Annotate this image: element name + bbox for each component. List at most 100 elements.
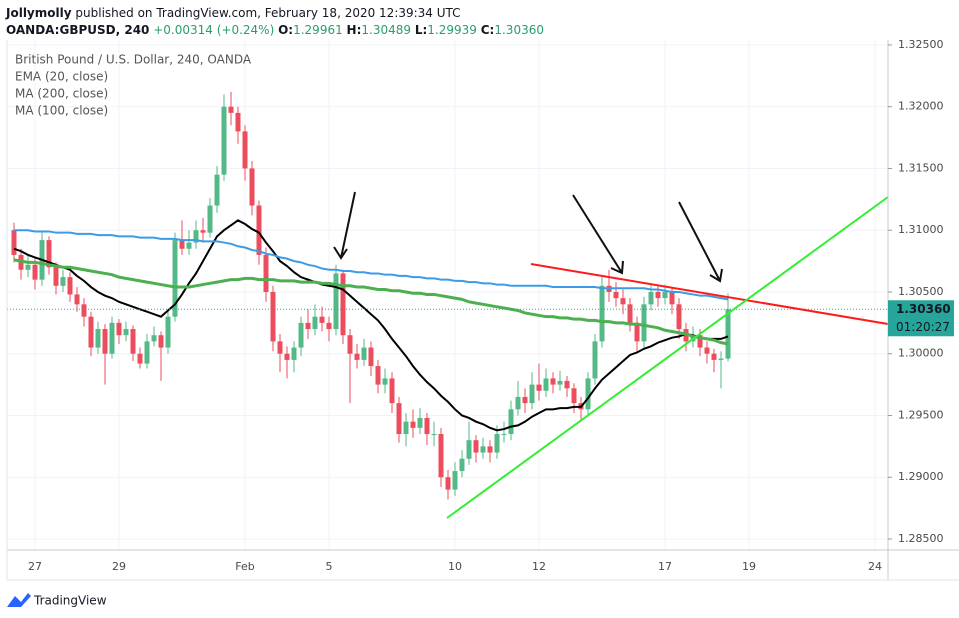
candle-body: [522, 396, 528, 404]
candle-body: [193, 230, 199, 243]
candle-body: [130, 329, 136, 354]
candle-body: [410, 421, 416, 428]
candle-body: [431, 434, 437, 436]
candle-body: [466, 440, 472, 459]
logo-icon: [7, 593, 31, 607]
arrow: [678, 201, 723, 283]
candle-body: [116, 322, 122, 336]
candle-body: [305, 322, 311, 330]
candle-body: [88, 316, 94, 348]
y-tick-label: 1.31500: [898, 161, 944, 174]
candle-body: [46, 240, 52, 268]
candle-body: [697, 335, 703, 348]
candle-body: [151, 335, 157, 342]
candle-body: [312, 316, 318, 330]
y-tick-label: 1.32000: [898, 100, 944, 113]
candle-body: [186, 242, 192, 249]
candle-body: [361, 347, 367, 360]
candle-body: [270, 291, 276, 342]
axes: 1.32500 1.32000 1.31500 1.31000 1.30500 1.300…: [28, 38, 954, 573]
candle-body: [403, 421, 409, 435]
candle-body: [382, 378, 388, 385]
candle-body: [711, 353, 717, 360]
candle-body: [221, 106, 227, 175]
candle-body: [347, 335, 353, 354]
candle-body: [487, 446, 493, 453]
candle-body: [67, 277, 73, 295]
candle-body: [123, 329, 129, 336]
candle-body: [235, 112, 241, 132]
candle-body: [592, 341, 598, 379]
candle-body: [676, 304, 682, 330]
symbol: OANDA:GBPUSD, 240: [6, 23, 149, 37]
candle-body: [109, 322, 115, 354]
y-tick-label: 1.31000: [898, 223, 944, 236]
candle-body: [60, 277, 66, 286]
candle-body: [81, 304, 87, 317]
candle-body: [32, 264, 38, 280]
arrow: [333, 191, 356, 260]
candle-body: [172, 240, 178, 317]
legend-entry: MA (100, close): [15, 104, 108, 118]
countdown: 01:20:27: [896, 320, 950, 334]
candle-body: [389, 378, 395, 404]
indicator-line: [13, 258, 729, 346]
candle-body: [207, 205, 213, 233]
indicator-line: [13, 219, 729, 432]
candle-body: [298, 322, 304, 348]
legend-entry: MA (200, close): [15, 87, 108, 101]
candle-body: [284, 353, 290, 360]
last-price-box: [888, 300, 954, 337]
candle-body: [543, 378, 549, 391]
candle-body: [459, 458, 465, 472]
candle-body: [291, 347, 297, 360]
drawings: [333, 191, 889, 519]
ohlc-value: 1.29961: [293, 23, 343, 37]
arrows: [333, 191, 723, 283]
y-tick-label: 1.30000: [898, 347, 944, 360]
last-price-label: 1.30360: [896, 302, 951, 316]
candle-body: [445, 477, 451, 490]
candle-body: [501, 434, 507, 436]
candle-body: [494, 434, 500, 453]
candle-body: [137, 353, 143, 364]
x-tick-label: 10: [448, 560, 462, 573]
ohlc-value: 1.30360: [494, 23, 544, 37]
ohlc-key: O:: [278, 23, 293, 37]
indicator-line: [14, 229, 729, 301]
y-tick-label: 1.28500: [898, 532, 944, 545]
candle-body: [564, 380, 570, 389]
candle-body: [641, 304, 647, 342]
candle-body: [179, 240, 185, 249]
ohlc-key: L:: [415, 23, 427, 37]
publisher: Jollymolly: [5, 6, 72, 20]
candle-body: [613, 291, 619, 299]
candle-body: [662, 291, 668, 299]
candle-body: [333, 273, 339, 330]
x-tick-label: 24: [868, 560, 882, 573]
candle-body: [473, 440, 479, 453]
candle-body: [515, 396, 521, 410]
candle-body: [214, 174, 220, 206]
candle-body: [11, 230, 17, 255]
candle-body: [536, 384, 542, 391]
candle-body: [620, 298, 626, 305]
x-tick-label: 5: [326, 560, 333, 573]
candle-body: [655, 291, 661, 299]
candle-body: [452, 471, 458, 490]
arrow: [572, 194, 624, 275]
candle-body: [263, 254, 269, 292]
candle-body: [102, 329, 108, 354]
y-tick-label: 1.32500: [898, 38, 944, 51]
candle-body: [529, 384, 535, 404]
candle-body: [228, 106, 234, 113]
x-tick-label: 27: [28, 560, 42, 573]
x-tick-label: 17: [658, 560, 672, 573]
candle-body: [571, 388, 577, 404]
resistance-line: [530, 263, 889, 325]
candle-body: [627, 304, 633, 323]
candle-body: [375, 366, 381, 385]
x-tick-label: 29: [112, 560, 126, 573]
ohlc-key: H:: [347, 23, 362, 37]
